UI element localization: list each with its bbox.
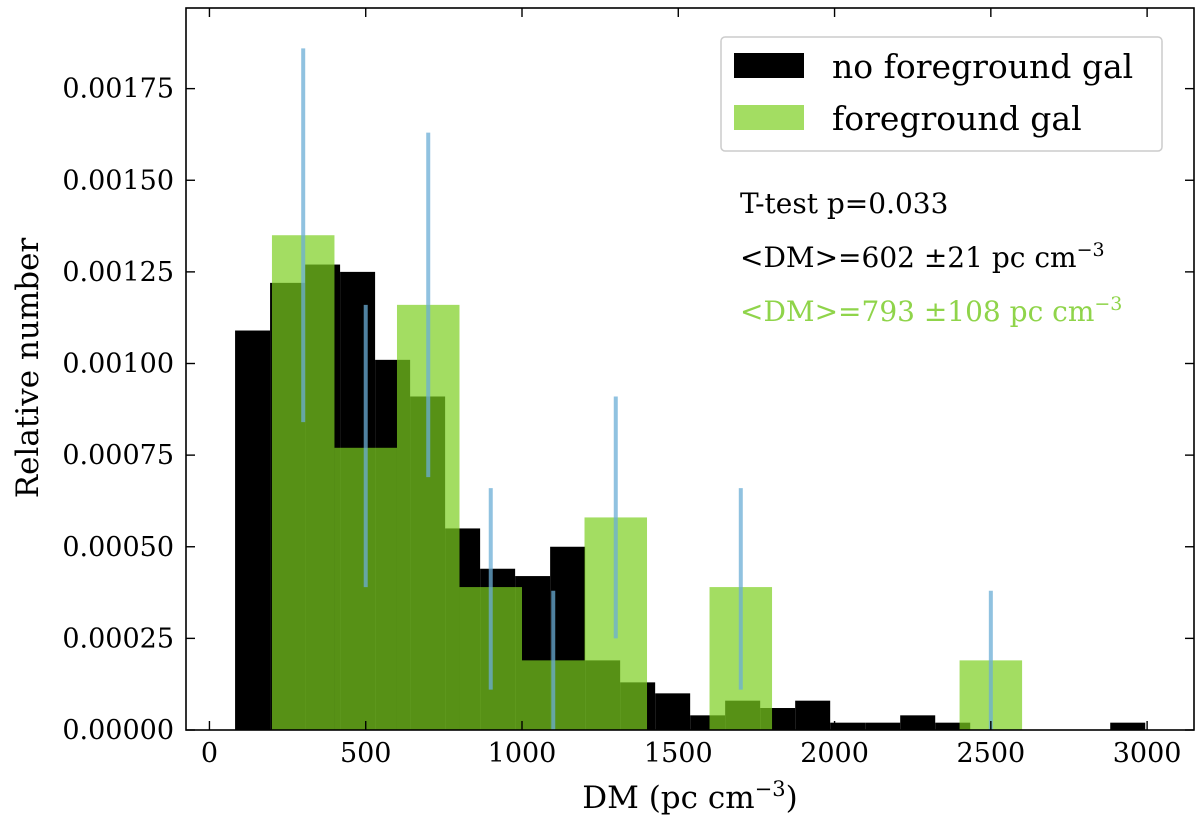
bar-no-foreground-gal (830, 722, 866, 730)
x-tick-label: 1000 (488, 738, 557, 769)
bar-no-foreground-gal (935, 722, 971, 730)
legend-swatch-foreground-gal (734, 105, 804, 130)
legend: no foreground gal foreground gal (720, 36, 1163, 152)
legend-label-foreground-gal: foreground gal (832, 99, 1082, 138)
x-tick-label: 1500 (644, 738, 713, 769)
bar-no-foreground-gal (655, 693, 691, 730)
axes (185, 7, 1195, 731)
plot-frame (185, 7, 1195, 731)
y-tick-label: 0.00100 (62, 349, 174, 380)
y-axis-label: Relative number (10, 238, 46, 499)
annotation-ttest: T-test p=0.033 (740, 187, 948, 220)
legend-swatch-no-foreground-gal (734, 53, 804, 78)
x-axis-label: DM (pc cm−3) (582, 777, 797, 816)
y-tick-label: 0.00050 (62, 532, 174, 563)
error-bars (301, 48, 993, 730)
y-tick-label: 0.00025 (62, 623, 174, 654)
y-tick-label: 0.00150 (62, 165, 174, 196)
y-tick-label: 0.00175 (62, 74, 174, 105)
annotation-mean-dm-no-foreground: <DM>=602 ±21 pc cm−3 (740, 239, 1105, 274)
bar-no-foreground-gal (865, 722, 901, 730)
legend-label-no-foreground-gal: no foreground gal (832, 47, 1133, 86)
legend-frame (720, 36, 1163, 152)
bar-no-foreground-gal (235, 330, 271, 730)
annotation-mean-dm-foreground: <DM>=793 ±108 pc cm−3 (740, 293, 1122, 328)
bar-no-foreground-gal (1110, 722, 1146, 730)
x-tick-label: 2000 (800, 738, 869, 769)
y-tick-label: 0.00075 (62, 440, 174, 471)
x-tick-label: 0 (201, 738, 218, 769)
series-foreground-gal (271, 235, 1023, 731)
bar-no-foreground-gal (900, 715, 936, 730)
y-tick-label: 0.00000 (62, 715, 174, 746)
ticks: 0 500 1000 1500 2000 2500 3000 0.00000 0.00025 0.… (62, 8, 1194, 769)
x-tick-label: 2500 (956, 738, 1025, 769)
x-tick-label: 3000 (1113, 738, 1182, 769)
y-tick-label: 0.00125 (62, 257, 174, 288)
x-tick-label: 500 (340, 738, 392, 769)
histogram-bars (235, 235, 1146, 731)
annotations: T-test p=0.033 <DM>=602 ±21 pc cm−3 <DM>… (740, 187, 1122, 328)
bar-no-foreground-gal (795, 700, 831, 730)
